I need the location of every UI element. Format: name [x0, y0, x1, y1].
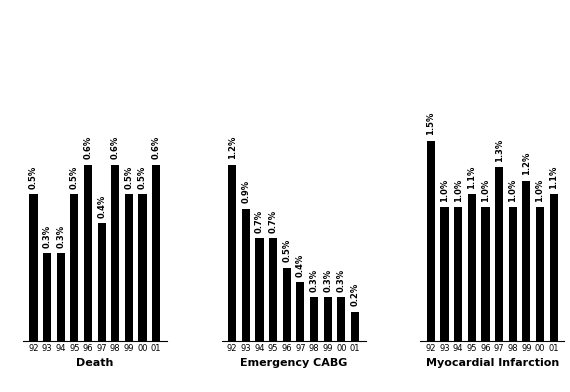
Bar — [29, 194, 38, 341]
Bar — [97, 223, 105, 341]
Bar — [228, 165, 237, 341]
Text: 0.3%: 0.3% — [56, 225, 65, 248]
Bar — [324, 297, 332, 341]
Text: 1.1%: 1.1% — [467, 165, 477, 189]
Bar — [152, 165, 160, 341]
Text: 0.4%: 0.4% — [97, 195, 106, 218]
Bar — [468, 194, 476, 341]
Bar — [549, 194, 558, 341]
Text: 1.2%: 1.2% — [227, 136, 237, 159]
X-axis label: Death: Death — [76, 358, 113, 368]
Text: 0.6%: 0.6% — [83, 136, 92, 159]
Bar — [283, 267, 291, 341]
Bar — [70, 194, 79, 341]
Bar — [351, 312, 359, 341]
Bar — [84, 165, 92, 341]
Bar — [337, 297, 345, 341]
Text: 1.0%: 1.0% — [536, 179, 544, 202]
X-axis label: Emergency CABG: Emergency CABG — [240, 358, 347, 368]
Bar — [495, 167, 503, 341]
Text: 0.5%: 0.5% — [138, 165, 147, 189]
Bar — [427, 141, 435, 341]
Bar — [296, 282, 304, 341]
Text: 1.3%: 1.3% — [495, 139, 504, 162]
Bar — [522, 181, 531, 341]
Bar — [310, 297, 318, 341]
Text: 0.5%: 0.5% — [282, 239, 291, 262]
Text: 0.5%: 0.5% — [70, 165, 79, 189]
Text: 0.9%: 0.9% — [241, 180, 250, 203]
X-axis label: Myocardial Infarction: Myocardial Infarction — [426, 358, 559, 368]
Text: 0.3%: 0.3% — [310, 269, 319, 292]
Bar — [441, 207, 449, 341]
Text: 1.1%: 1.1% — [549, 165, 558, 189]
Bar — [125, 194, 133, 341]
Bar — [139, 194, 146, 341]
Text: 0.5%: 0.5% — [29, 165, 38, 189]
Text: 1.0%: 1.0% — [481, 179, 490, 202]
Text: 1.0%: 1.0% — [440, 179, 449, 202]
Bar — [56, 253, 65, 341]
Text: 0.3%: 0.3% — [323, 269, 332, 292]
Text: 1.0%: 1.0% — [454, 179, 463, 202]
Bar — [482, 207, 490, 341]
Text: 0.6%: 0.6% — [111, 136, 120, 159]
Text: 0.3%: 0.3% — [43, 225, 51, 248]
Text: 0.7%: 0.7% — [268, 210, 278, 233]
Text: 0.3%: 0.3% — [337, 269, 346, 292]
Text: 1.5%: 1.5% — [426, 112, 435, 135]
Text: 1.0%: 1.0% — [508, 179, 517, 202]
Bar — [242, 209, 250, 341]
Bar — [43, 253, 51, 341]
Bar — [536, 207, 544, 341]
Text: 1.2%: 1.2% — [522, 152, 531, 175]
Bar — [454, 207, 462, 341]
Text: 0.2%: 0.2% — [351, 283, 360, 307]
Text: 0.6%: 0.6% — [152, 136, 161, 159]
Text: 0.5%: 0.5% — [124, 165, 133, 189]
Bar — [255, 238, 263, 341]
Bar — [269, 238, 277, 341]
Text: 0.4%: 0.4% — [296, 254, 305, 277]
Text: 0.7%: 0.7% — [255, 210, 264, 233]
Bar — [111, 165, 119, 341]
Bar — [508, 207, 517, 341]
